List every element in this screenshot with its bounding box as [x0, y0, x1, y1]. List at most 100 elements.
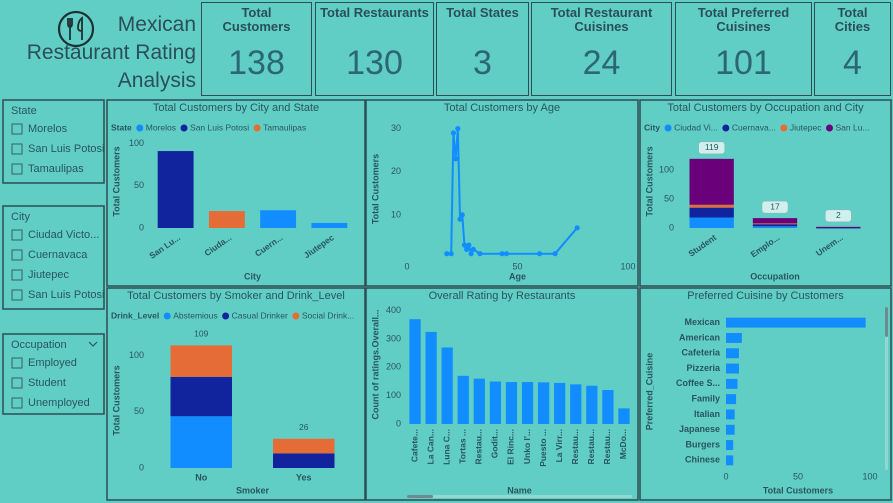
legend-label: Ciudad Vi... [674, 122, 718, 132]
legend-swatch [292, 312, 300, 320]
checkbox[interactable] [11, 249, 23, 261]
x-axis-title: Name [507, 485, 532, 495]
card-title: Total Restaurants [320, 5, 429, 20]
slicer-item[interactable]: Ciudad Victo... [28, 229, 99, 241]
bar [726, 424, 735, 435]
legend-label: Cuernava... [732, 122, 776, 132]
total-label: 26 [299, 422, 309, 432]
bar-segment [816, 226, 861, 228]
bar [505, 382, 518, 424]
slicer-item[interactable]: Morelos [28, 123, 68, 135]
bar-segment [689, 158, 734, 205]
card-title: Total Customers [222, 5, 291, 34]
y-axis-title: Total Customers [370, 154, 380, 224]
checkbox[interactable] [11, 143, 23, 155]
slicer-item[interactable]: Cuernavaca [28, 249, 88, 261]
card-title: Total Preferred Cuisines [697, 5, 790, 34]
checkbox[interactable] [11, 163, 23, 175]
slicer-item[interactable]: Tamaulipas [28, 163, 84, 175]
y-tick-label: 100 [129, 350, 144, 360]
legend-label: Tamaulipas [263, 122, 306, 132]
checkbox[interactable] [11, 269, 23, 281]
bar [726, 348, 739, 359]
legend-swatch [222, 312, 230, 320]
scrollbar-thumb [407, 495, 433, 498]
line-point [466, 242, 472, 248]
legend-label: Abstemious [173, 310, 217, 320]
legend-swatch [664, 124, 672, 132]
bar [726, 378, 738, 389]
y-tick-label: Pizzeria [686, 363, 721, 373]
y-tick-label: Italian [694, 409, 720, 419]
card-value: 4 [843, 44, 862, 82]
line-point [457, 216, 463, 222]
card-title: Total States [446, 5, 519, 20]
line-point [461, 242, 468, 248]
line-point [503, 251, 510, 257]
slicer-item[interactable]: Jiutepec [28, 269, 69, 281]
x-tick-label: 50 [793, 471, 803, 481]
y-tick-label: 100 [659, 164, 674, 174]
checkbox[interactable] [11, 289, 23, 301]
line-point [444, 251, 450, 257]
y-axis-title: Total Customers [111, 146, 121, 216]
bar [473, 378, 485, 424]
bar [570, 384, 582, 424]
bar-segment [689, 217, 734, 228]
y-tick-label: 10 [391, 209, 401, 219]
kpi-card: Total States 3 [436, 2, 529, 96]
bar [726, 394, 737, 405]
x-tick-label: Restau... [570, 429, 580, 464]
bar [618, 408, 630, 424]
legend-swatch [825, 124, 833, 132]
bar [425, 331, 437, 424]
y-tick-label: Family [691, 394, 720, 404]
legend-swatch [180, 124, 188, 132]
card-title: Total Cities [834, 5, 871, 34]
legend-label: Social Drink... [302, 310, 354, 320]
slicer-item[interactable]: San Luis Potosi [28, 289, 104, 301]
checkbox[interactable] [11, 397, 23, 409]
bar [489, 381, 502, 424]
checkbox[interactable] [11, 123, 23, 135]
y-tick-label: 0 [139, 222, 144, 232]
slicer-item[interactable]: Student [28, 377, 66, 389]
checkbox[interactable] [11, 229, 23, 241]
legend-label: Casual Drinker [232, 310, 288, 320]
y-tick-label: 30 [391, 123, 401, 133]
x-tick-label: Godit... [490, 429, 500, 458]
line-point [468, 251, 474, 257]
slicer-item[interactable]: San Luis Potosi [28, 143, 104, 155]
x-tick-label: No [195, 472, 207, 482]
slicer-item[interactable]: Unemployed [28, 397, 90, 409]
bar-segment [170, 376, 232, 417]
y-axis-title: Preferred_Cuisine [644, 353, 654, 431]
checkbox[interactable] [11, 357, 23, 369]
kpi-card: Total Restaurants 130 [315, 2, 434, 96]
card-value: 24 [582, 44, 621, 82]
y-tick-label: Coffee S... [676, 378, 720, 388]
bar-segment [157, 151, 194, 228]
bar-segment [170, 416, 232, 468]
card-value: 138 [228, 44, 285, 82]
chart-title: Total Customers by Occupation and City [667, 102, 864, 114]
checkbox[interactable] [11, 377, 23, 389]
x-tick-label: Yes [296, 472, 312, 482]
bar [726, 317, 866, 328]
line-point [477, 251, 483, 257]
chart-title: Overall Rating by Restaurants [429, 290, 576, 302]
kpi-card: Total Restaurant Cuisines 24 [531, 2, 672, 96]
total-label-box [825, 209, 852, 223]
slicer-item[interactable]: Employed [28, 357, 77, 369]
kpi-card: Total Cities 4 [814, 2, 891, 96]
bar-segment [689, 207, 734, 218]
bar-segment [273, 453, 335, 468]
x-tick-label: El Rinc... [506, 429, 516, 465]
logo-icon [57, 10, 95, 48]
slicer-chevron [88, 341, 98, 347]
kpi-card: Total Preferred Cuisines 101 [675, 2, 812, 96]
total-label-box [761, 200, 789, 214]
line-point [455, 126, 461, 132]
